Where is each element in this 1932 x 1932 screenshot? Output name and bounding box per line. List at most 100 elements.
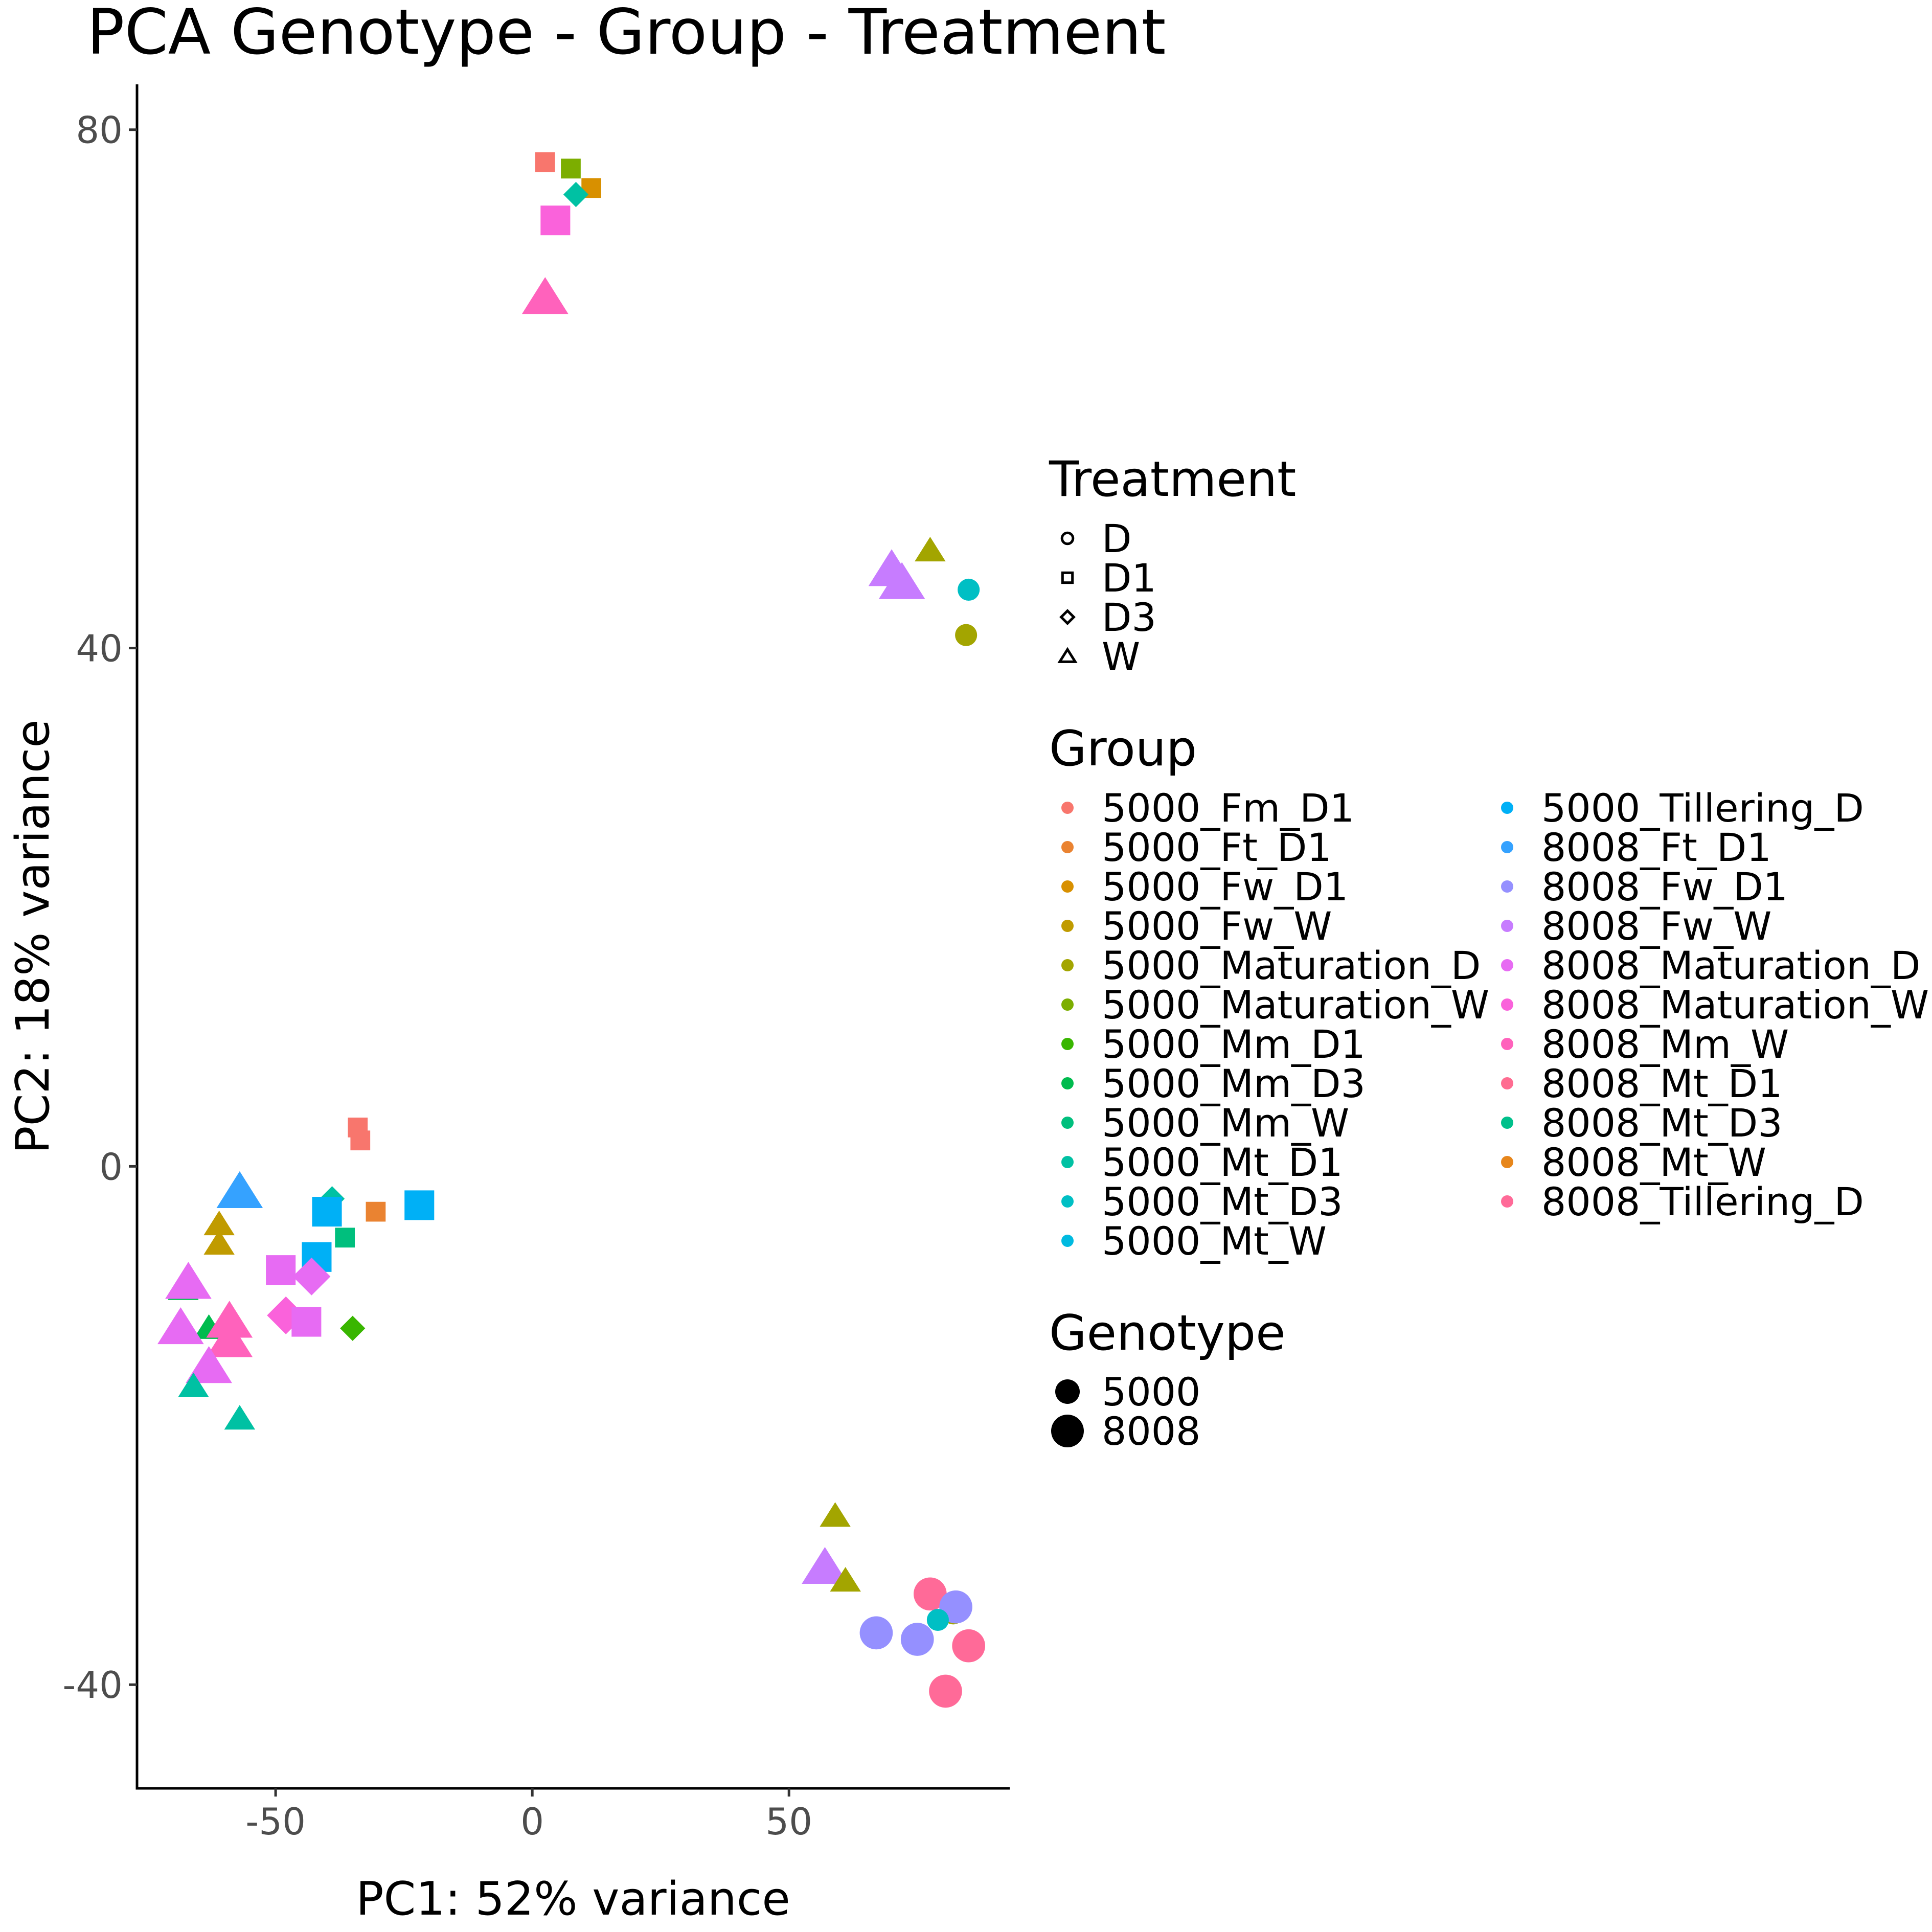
legend-group-label: 5000_Mt_D3 [1102,1179,1343,1224]
data-point [915,536,946,562]
legend-genotype-key [1055,1379,1080,1404]
data-point [952,1629,986,1663]
data-point [830,1566,861,1592]
data-point [203,1210,235,1236]
x-tick-label: -50 [245,1800,306,1843]
legend-treatment-title: Treatment [1049,451,1296,508]
data-point [900,1623,934,1656]
chart-title: PCA Genotype - Group - Treatment [87,0,1166,69]
legend-group-key [1501,1077,1513,1089]
legend-group-label: 5000_Mm_W [1102,1100,1349,1146]
legend-group-key [1061,1038,1074,1050]
legend-group-key [1061,920,1074,932]
legend-group-label: 8008_Mt_D1 [1541,1061,1783,1106]
data-point [178,1372,209,1397]
legend-group-key [1061,1235,1074,1247]
data-point [312,1197,342,1227]
data-point [404,1190,435,1220]
data-point [291,1307,322,1337]
data-point [206,1301,253,1338]
data-point [335,1228,355,1248]
plot-area [157,152,986,1708]
data-point [914,1577,947,1611]
legend-genotype-label: 8008 [1102,1408,1200,1454]
legend-group-key [1061,1195,1074,1208]
legend-group-key [1501,841,1513,853]
legend-group-title: Group [1049,721,1197,777]
legend-group-label: 5000_Fw_D1 [1102,864,1348,910]
legend-treatment-key [1059,609,1076,625]
y-axis-ticks: -40 0 40 80 [62,109,137,1707]
legend-group-label: 5000_Mm_D3 [1102,1061,1366,1106]
x-tick-label: 0 [520,1800,544,1843]
y-tick-label: 0 [99,1145,123,1188]
legend-group-label: 5000_Mt_W [1102,1218,1327,1264]
legend-group: Group 5000_Fm_D15000_Ft_D15000_Fw_D15000… [1049,721,1929,1264]
data-point [292,1257,331,1295]
data-point [859,1616,893,1650]
legend-group-key [1061,1156,1074,1168]
legend-group-key [1501,1038,1513,1050]
legend-group-label: 5000_Tillering_D [1541,785,1864,831]
x-axis-title: PC1: 52% variance [356,1872,790,1926]
data-point [521,277,569,314]
data-point [267,1296,305,1334]
legend-genotype-key [1051,1415,1084,1447]
data-point [366,1201,386,1222]
legend-group-key [1501,959,1513,971]
legend-group-label: 8008_Mt_D3 [1541,1100,1783,1146]
legend-group-label: 8008_Fw_D1 [1541,864,1788,910]
legend-group-label: 5000_Maturation_W [1102,982,1489,1028]
legend-group-key [1061,998,1074,1011]
y-tick-label: -40 [62,1664,123,1707]
data-point [929,1674,962,1708]
legend-group-key [1061,959,1074,971]
legend-group-label: 5000_Mt_D1 [1102,1140,1343,1185]
data-point [802,1547,848,1584]
legend-group-key [1501,920,1513,932]
legend-treatment-key [1057,647,1078,663]
legend-group-key [1501,998,1513,1011]
legend-group-key [1061,880,1074,893]
data-point [186,1346,232,1383]
y-axis-title: PC2: 18% variance [6,719,60,1153]
data-point [958,578,980,601]
y-tick-label: 80 [76,109,123,152]
data-point [224,1405,256,1430]
data-point [350,1130,371,1151]
legend-group-key [1501,1117,1513,1129]
data-point [878,562,925,599]
data-point [955,624,978,646]
y-tick-label: 40 [76,627,123,670]
data-point [216,1171,263,1209]
legend-group-key [1501,880,1513,893]
data-point [535,152,555,172]
data-point [165,1262,212,1299]
legend-group-label: 5000_Fw_W [1102,903,1332,949]
legend-group-label: 8008_Ft_D1 [1541,825,1771,870]
legend-group-key [1501,1195,1513,1208]
data-point [540,206,571,236]
legend-group-key [1061,1117,1074,1129]
legend-group-label: 8008_Maturation_W [1541,982,1929,1028]
data-point [340,1315,366,1341]
legend-treatment-label: D1 [1102,555,1156,601]
legend-group-label: 5000_Maturation_D [1102,943,1481,988]
legend-group-label: 8008_Maturation_D [1541,943,1920,988]
legend-group-label: 8008_Mt_W [1541,1140,1766,1185]
data-point [266,1255,296,1285]
legend-group-key [1061,841,1074,853]
x-axis-ticks: -50 0 50 [245,1788,812,1843]
legend-treatment-label: D [1102,516,1132,561]
legend-treatment-label: W [1102,634,1140,679]
data-point [203,1230,235,1255]
legend-treatment-label: D3 [1102,595,1156,640]
legend-genotype-label: 5000 [1102,1369,1200,1415]
legend-group-label: 8008_Fw_W [1541,903,1771,949]
legend-group-key [1061,1077,1074,1089]
data-point [561,158,581,179]
data-point [157,1307,204,1345]
legend-group-label: 5000_Mm_D1 [1102,1021,1366,1067]
